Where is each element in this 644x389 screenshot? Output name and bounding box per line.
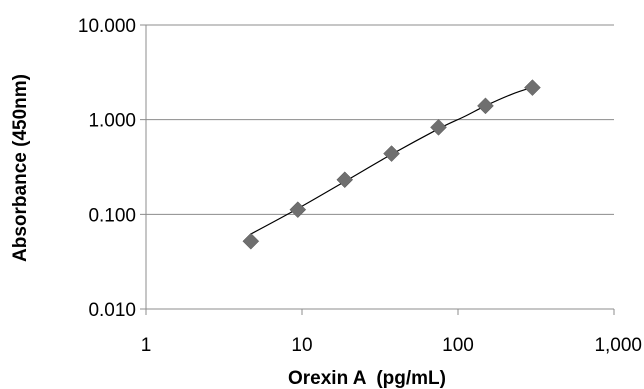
x-tick-label: 1: [141, 335, 152, 356]
y-tick-labels: 0.010 0.100 1.000 10.000: [78, 16, 136, 321]
axes: [145, 25, 615, 315]
x-tick-labels: 1 10 100 1,000: [141, 335, 642, 356]
y-tick-label: 0.010: [88, 300, 136, 321]
x-tick-label: 10: [291, 335, 312, 356]
x-tick-label: 1,000: [594, 335, 642, 356]
x-axis-title: Orexin A (pg/mL): [288, 368, 446, 389]
y-tick-label: 1.000: [88, 111, 136, 132]
y-tick-label: 10.000: [78, 16, 136, 37]
data-points: [242, 79, 541, 250]
y-tick-label: 0.100: [88, 205, 136, 226]
data-point: [242, 232, 260, 250]
data-point: [430, 118, 447, 136]
gridlines: [140, 24, 614, 310]
x-tick-label: 100: [442, 335, 474, 356]
y-axis-title: Absorbance (450nm): [10, 74, 31, 262]
data-point: [477, 97, 494, 115]
data-point: [383, 145, 400, 162]
data-point: [524, 79, 541, 96]
data-point: [289, 201, 307, 219]
data-point: [336, 171, 354, 189]
